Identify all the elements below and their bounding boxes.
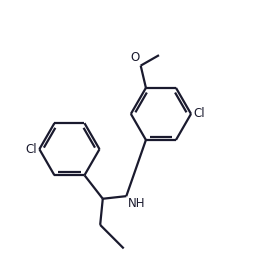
- Text: O: O: [130, 51, 139, 64]
- Text: NH: NH: [128, 198, 145, 210]
- Text: Cl: Cl: [194, 107, 205, 120]
- Text: Cl: Cl: [25, 143, 37, 156]
